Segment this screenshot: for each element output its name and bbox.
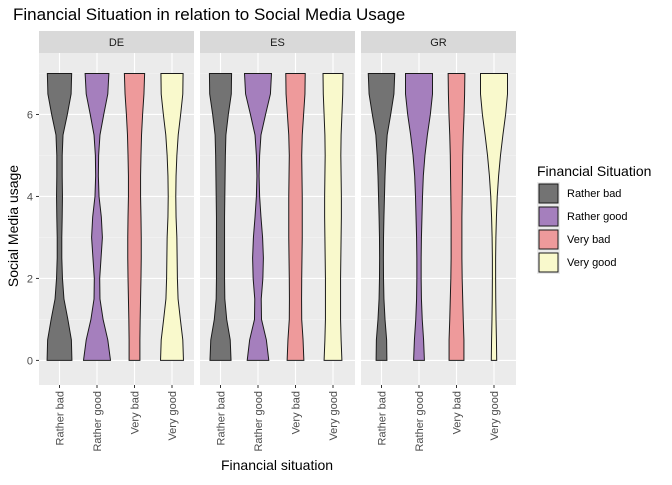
x-tick-label: Rather bad	[216, 391, 228, 445]
legend-label: Very bad	[567, 234, 610, 246]
legend-label: Rather bad	[567, 188, 621, 200]
facet-strip-label: DE	[109, 37, 124, 49]
legend-swatch	[538, 252, 559, 273]
violin-es-very-bad	[285, 72, 306, 361]
x-tick-label: Very bad	[452, 391, 464, 434]
legend: Financial Situation Rather bad Rather goo…	[537, 163, 651, 274]
facet-strip-label: GR	[430, 37, 447, 49]
facet-strip-label: ES	[270, 37, 285, 49]
y-axis-title: Social Media usage	[5, 165, 21, 287]
legend-entry: Very bad	[537, 228, 610, 251]
x-tick-label: Very good	[167, 391, 179, 441]
violin-de-very-good	[160, 72, 184, 361]
y-tick-label: 6	[27, 109, 33, 121]
facet-panel-gr: GR Rather bad Rather good Very bad Very good	[361, 31, 516, 452]
y-tick-label: 2	[27, 273, 33, 285]
x-tick-label: Rather bad	[377, 391, 389, 445]
y-axis: 0 2 4 6	[27, 109, 39, 367]
chart-title: Financial Situation in relation to Socia…	[13, 5, 405, 24]
legend-swatch	[538, 183, 559, 204]
facet-panels: DE Rather bad Rather good Very bad Very good…	[27, 31, 516, 452]
legend-title: Financial Situation	[537, 163, 651, 179]
x-tick-label: Rather good	[414, 391, 426, 452]
violin-gr-very-bad	[447, 72, 466, 361]
violin-es-rather-good	[243, 72, 273, 361]
x-tick-label: Rather good	[92, 391, 104, 452]
x-tick-label: Very bad	[130, 391, 142, 434]
legend-entry: Rather bad	[537, 182, 621, 205]
violin-de-very-bad	[123, 72, 146, 361]
x-tick-label: Very bad	[291, 391, 303, 434]
legend-label: Very good	[567, 257, 617, 269]
legend-entry: Very good	[537, 251, 617, 274]
legend-swatch	[538, 229, 559, 250]
facet-strip	[361, 31, 516, 53]
violin-es-rather-bad	[208, 72, 233, 361]
violin-de-rather-bad	[46, 72, 73, 361]
facet-panel-de: DE Rather bad Rather good Very bad Very good	[39, 31, 194, 452]
violin-es-very-good	[322, 72, 344, 361]
x-tick-label: Very good	[328, 391, 340, 441]
y-tick-label: 0	[27, 355, 33, 367]
x-axis-title: Financial situation	[221, 457, 333, 473]
facet-panel-es: ES Rather bad Rather good Very bad Very good	[200, 31, 355, 452]
x-tick-label: Very good	[489, 391, 501, 441]
x-tick-label: Rather good	[253, 391, 265, 452]
y-tick-label: 4	[27, 191, 33, 203]
violin-gr-rather-good	[405, 72, 433, 361]
violin-gr-very-good	[480, 72, 508, 361]
legend-entry: Rather good	[537, 205, 628, 228]
legend-swatch	[538, 206, 559, 227]
x-tick-label: Rather bad	[55, 391, 67, 445]
legend-label: Rather good	[567, 211, 628, 223]
violin-de-rather-good	[82, 72, 112, 361]
violin-gr-rather-bad	[367, 72, 396, 361]
facet-strip	[200, 31, 355, 53]
facet-strip	[39, 31, 194, 53]
